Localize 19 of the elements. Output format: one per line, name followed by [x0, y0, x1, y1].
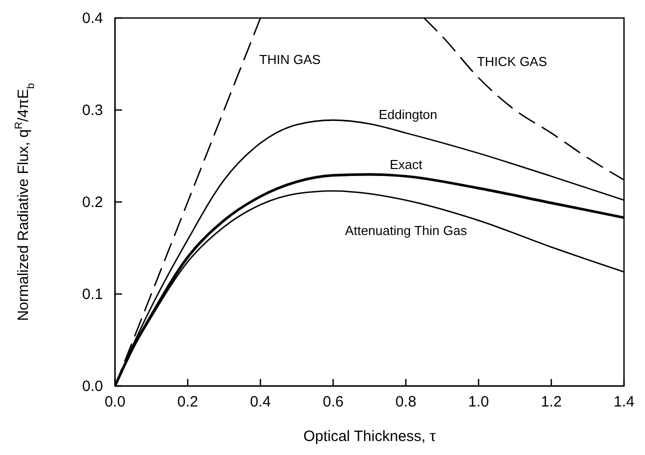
x-tick-label: 1.0 [468, 394, 489, 411]
x-tick-label: 0.4 [250, 394, 271, 411]
x-tick-label: 1.2 [540, 394, 562, 411]
series-label: THIN GAS [259, 52, 322, 68]
series-label: Attenuating Thin Gas [345, 223, 468, 238]
y-tick-label: 0.4 [82, 10, 103, 27]
y-tick-label: 0.1 [82, 286, 103, 303]
x-tick-label: 0.8 [395, 394, 416, 411]
series-label: THICK GAS [476, 54, 548, 70]
y-tick-label: 0.2 [82, 194, 103, 211]
x-tick-label: 0.0 [104, 394, 126, 411]
y-tick-label: 0.3 [82, 102, 103, 119]
x-axis-title: Optical Thickness, τ [303, 428, 436, 445]
series-label: Exact [390, 157, 423, 172]
x-tick-label: 1.4 [614, 394, 634, 411]
y-tick-label: 0.0 [82, 378, 103, 395]
series-label: Eddington [378, 107, 438, 122]
x-tick-label: 0.6 [322, 394, 344, 411]
x-tick-label: 0.2 [177, 394, 198, 411]
